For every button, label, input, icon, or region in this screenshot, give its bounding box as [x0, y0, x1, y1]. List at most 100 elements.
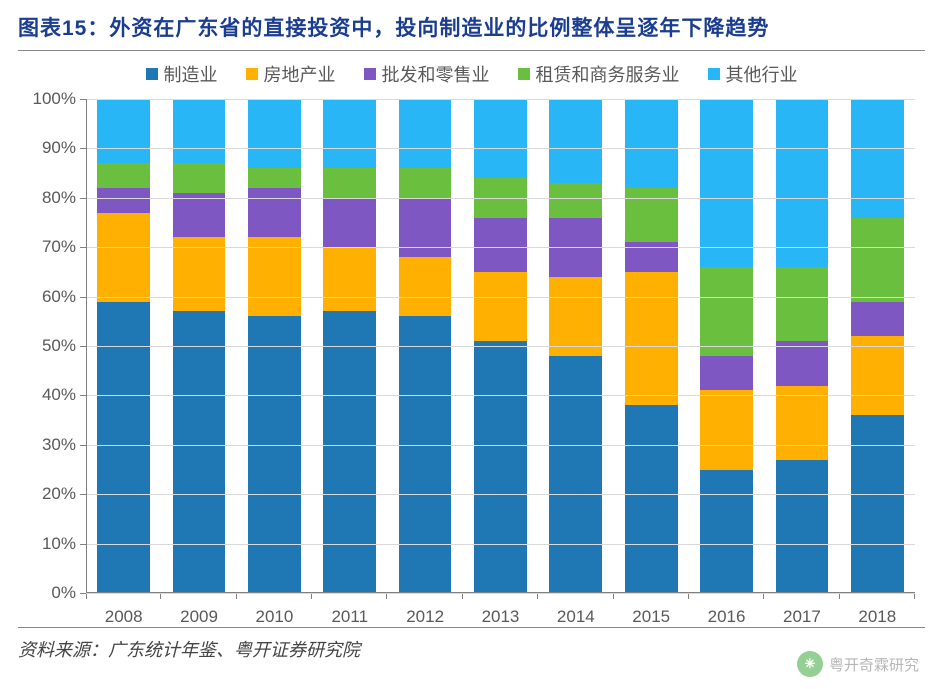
bar-segment — [851, 218, 904, 302]
x-label: 2010 — [237, 601, 312, 627]
bar-segment — [776, 267, 829, 341]
bar-segment — [173, 237, 226, 311]
source-text: 资料来源：广东统计年鉴、粤开证券研究院 — [18, 627, 925, 662]
chart-title: 图表15：外资在广东省的直接投资中，投向制造业的比例整体呈逐年下降趋势 — [18, 12, 925, 51]
bar-segment — [323, 168, 376, 198]
x-label: 2009 — [161, 601, 236, 627]
x-axis-labels: 2008200920102011201220132014201520162017… — [86, 601, 915, 627]
bar-segment — [399, 316, 452, 593]
bar-segment — [399, 168, 452, 198]
x-label: 2012 — [387, 601, 462, 627]
bar-segment — [625, 272, 678, 405]
bar-segment — [97, 188, 150, 213]
bar-segment — [173, 163, 226, 193]
bar-segment — [323, 99, 376, 168]
wechat-icon: ✳ — [797, 651, 823, 677]
bar-segment — [851, 336, 904, 415]
bar-segment — [248, 99, 301, 168]
legend-label: 制造业 — [164, 61, 218, 87]
x-label: 2013 — [463, 601, 538, 627]
grid-line — [86, 346, 915, 347]
bar-segment — [399, 198, 452, 257]
grid-line — [86, 445, 915, 446]
legend-label: 租赁和商务服务业 — [536, 61, 680, 87]
legend-swatch — [146, 68, 158, 80]
bar-segment — [851, 415, 904, 593]
bar-segment — [323, 311, 376, 593]
legend-item: 制造业 — [146, 61, 218, 87]
bar-segment — [625, 405, 678, 593]
bar-segment — [625, 99, 678, 188]
bar-segment — [173, 311, 226, 593]
bar-segment — [776, 460, 829, 593]
bar-segment — [851, 99, 904, 218]
grid-line — [86, 593, 915, 594]
legend-item: 批发和零售业 — [364, 61, 490, 87]
bar-segment — [776, 99, 829, 267]
x-axis-line — [86, 592, 915, 593]
grid-line — [86, 544, 915, 545]
bar-segment — [776, 341, 829, 385]
chart-area: 0%10%20%30%40%50%60%70%80%90%100% 200820… — [86, 91, 915, 627]
bar-segment — [248, 188, 301, 237]
bar-segment — [97, 163, 150, 188]
y-axis-line — [86, 99, 87, 593]
grid-line — [86, 198, 915, 199]
bar-segment — [549, 356, 602, 593]
legend-item: 租赁和商务服务业 — [518, 61, 680, 87]
x-label: 2017 — [764, 601, 839, 627]
bar-segment — [700, 356, 753, 391]
legend-swatch — [518, 68, 530, 80]
bar-segment — [700, 390, 753, 469]
bar-segment — [173, 193, 226, 237]
bar-segment — [700, 267, 753, 356]
legend: 制造业 房地产业 批发和零售业 租赁和商务服务业 其他行业 — [18, 61, 925, 87]
grid-line — [86, 148, 915, 149]
y-tick-mark — [80, 593, 86, 594]
watermark-text: 粤开奇霖研究 — [829, 654, 919, 675]
x-label: 2018 — [840, 601, 915, 627]
grid-line — [86, 494, 915, 495]
grid-line — [86, 247, 915, 248]
legend-item: 房地产业 — [246, 61, 336, 87]
legend-label: 房地产业 — [264, 61, 336, 87]
bar-segment — [549, 277, 602, 356]
bar-segment — [248, 168, 301, 188]
bar-segment — [776, 386, 829, 460]
bar-segment — [700, 470, 753, 594]
legend-swatch — [364, 68, 376, 80]
bar-segment — [851, 302, 904, 337]
legend-label: 批发和零售业 — [382, 61, 490, 87]
x-label: 2016 — [689, 601, 764, 627]
bar-segment — [474, 99, 527, 178]
bar-segment — [399, 99, 452, 168]
bar-segment — [474, 272, 527, 341]
grid-line — [86, 297, 915, 298]
bar-segment — [474, 341, 527, 593]
bar-segment — [97, 213, 150, 302]
bar-segment — [700, 99, 753, 267]
bar-segment — [323, 198, 376, 247]
bar-segment — [248, 237, 301, 316]
bar-segment — [549, 99, 602, 183]
bar-segment — [399, 257, 452, 316]
legend-swatch — [246, 68, 258, 80]
bar-segment — [549, 183, 602, 218]
x-label: 2008 — [86, 601, 161, 627]
legend-item: 其他行业 — [708, 61, 798, 87]
plot-region: 0%10%20%30%40%50%60%70%80%90%100% — [86, 99, 915, 593]
grid-line — [86, 395, 915, 396]
bar-segment — [173, 99, 226, 163]
legend-label: 其他行业 — [726, 61, 798, 87]
legend-swatch — [708, 68, 720, 80]
x-label: 2011 — [312, 601, 387, 627]
bar-segment — [625, 188, 678, 242]
bar-segment — [97, 99, 150, 163]
bar-segment — [474, 218, 527, 272]
x-label: 2014 — [538, 601, 613, 627]
x-label: 2015 — [614, 601, 689, 627]
grid-line — [86, 99, 915, 100]
bar-segment — [248, 316, 301, 593]
watermark: ✳ 粤开奇霖研究 — [797, 651, 919, 677]
bar-segment — [323, 247, 376, 311]
